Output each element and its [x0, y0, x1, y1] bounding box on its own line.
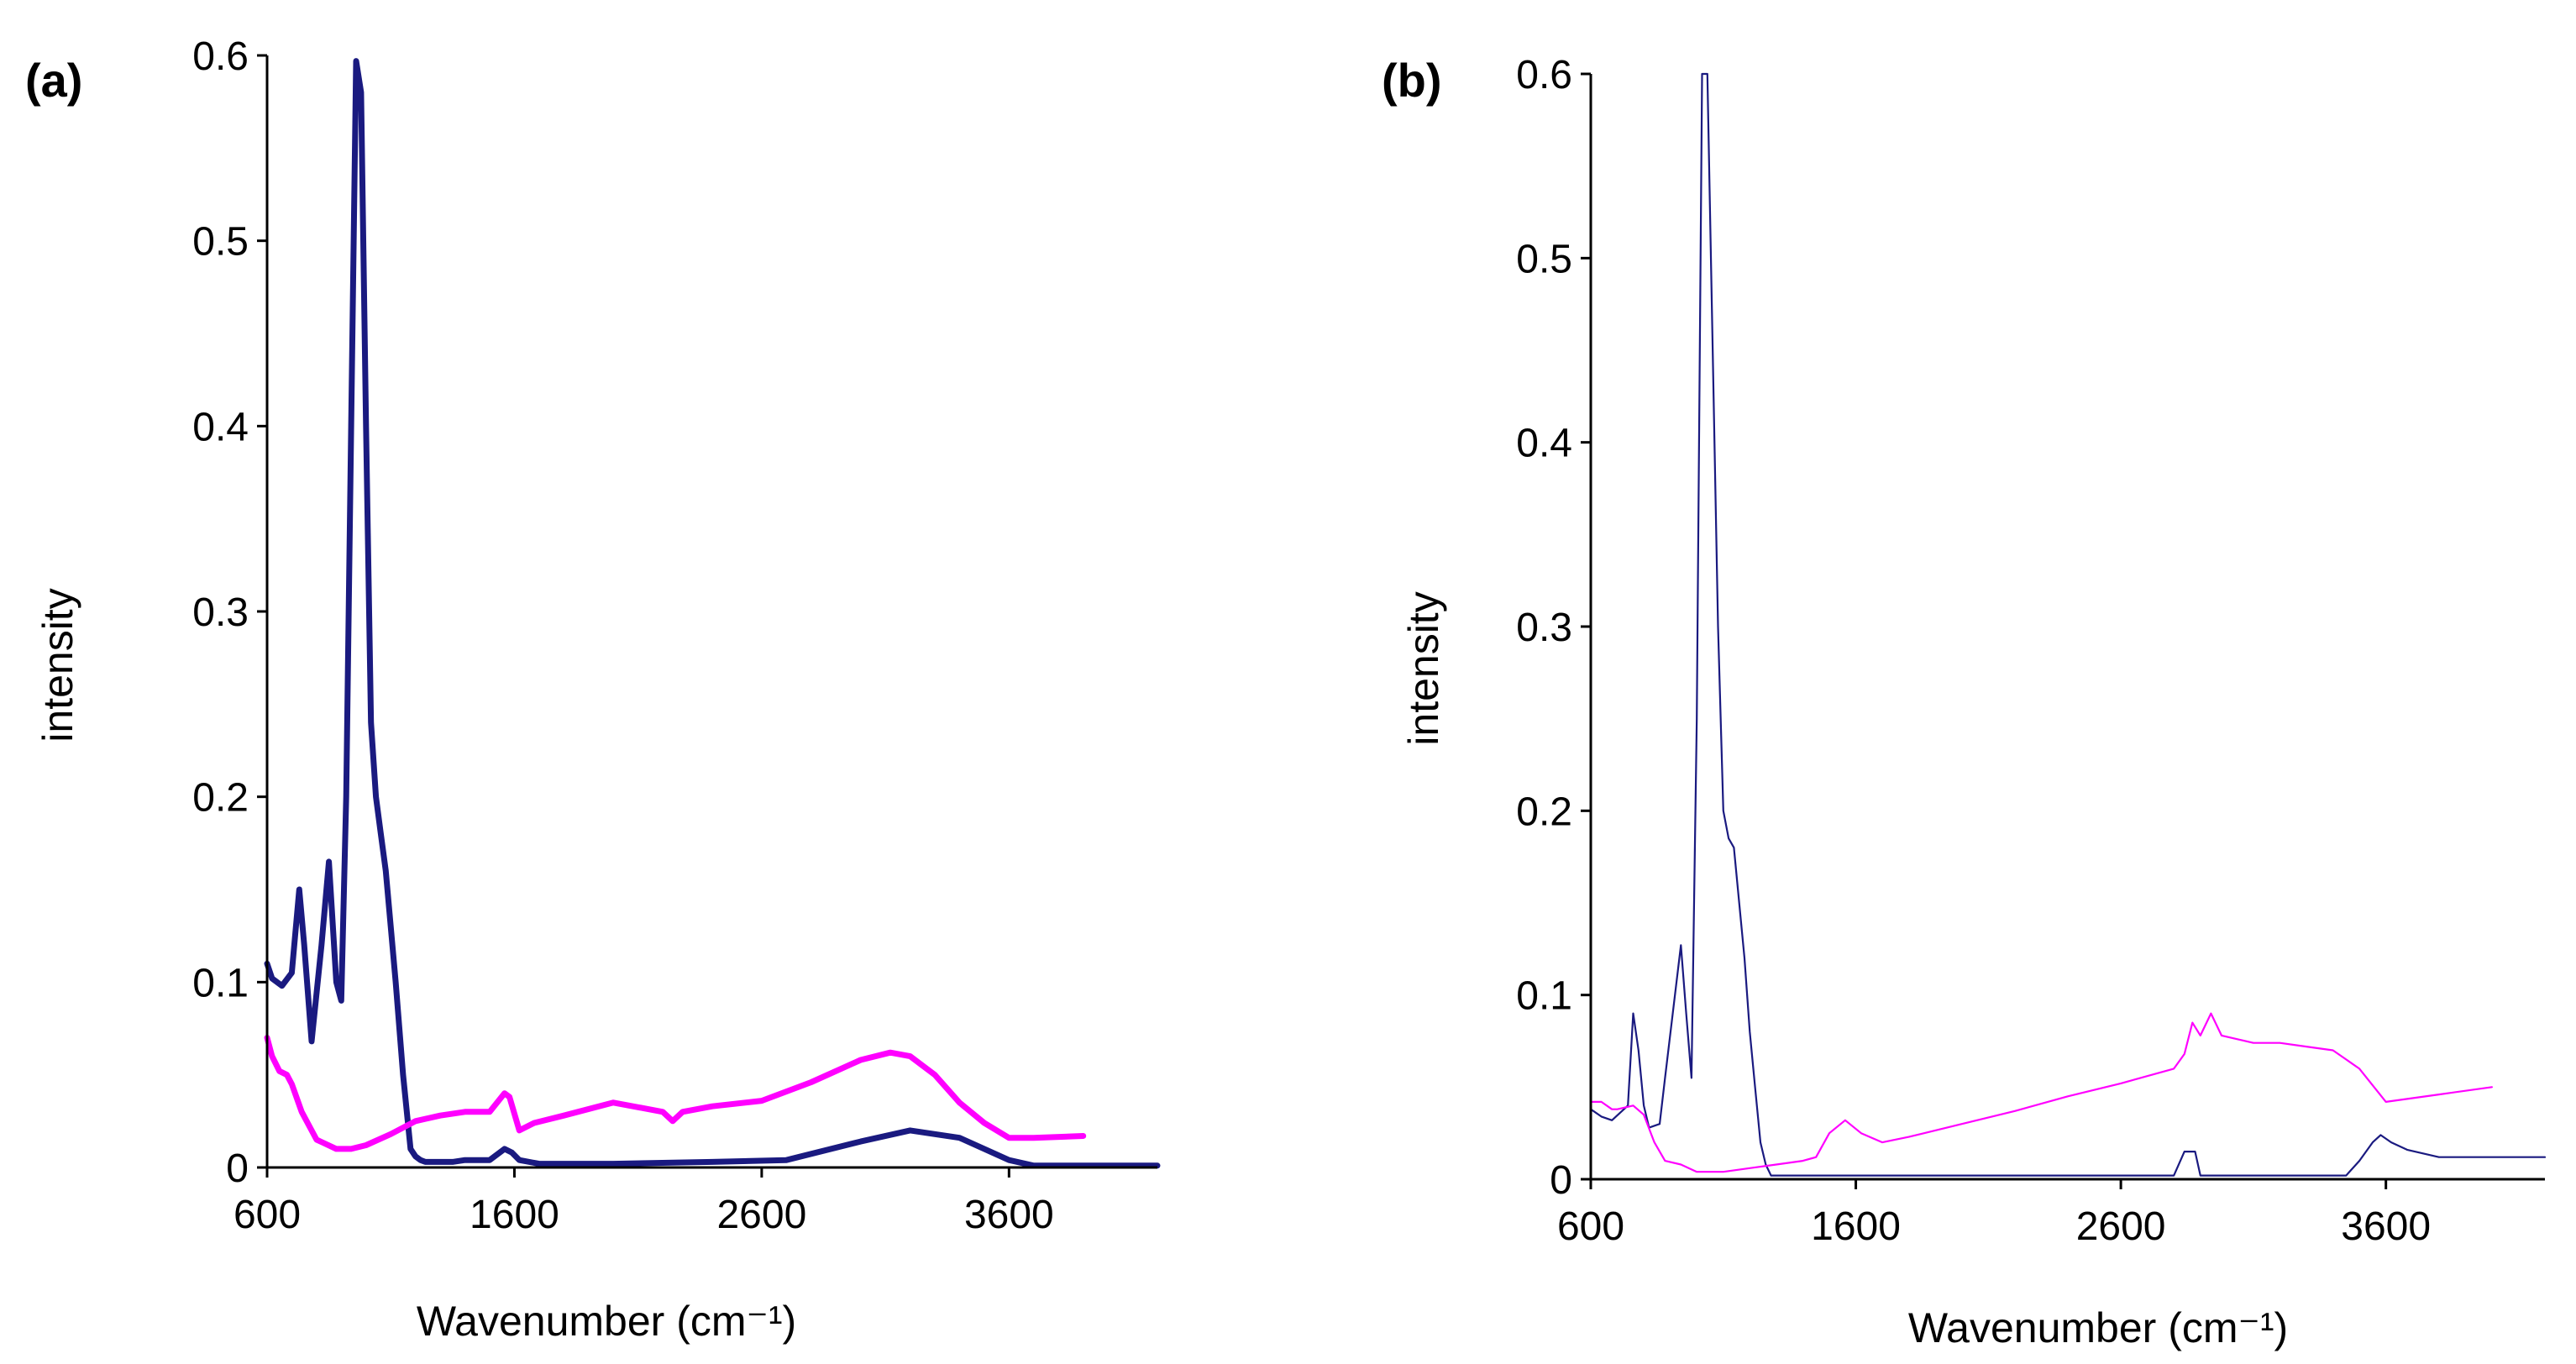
panel-a-y-tick-label: 0.3 [192, 590, 249, 635]
panel-a-y-tick-label: 0.5 [192, 220, 249, 265]
panel-b-y-tick-label: 0.6 [1516, 53, 1572, 97]
panel-a: (a) intensity Wavenumber (cm⁻¹) 0 0.1 0.2 0… [25, 34, 1161, 1345]
panel-a-series-blue-line [264, 58, 1161, 1169]
panel-b-y-tick-label: 0.5 [1516, 237, 1572, 281]
panel-a-y-axis-title: intensity [34, 588, 81, 742]
panel-b-y-axis-title: intensity [1400, 591, 1447, 745]
panel-b-series-blue-line [1589, 72, 2547, 1177]
panel-a-y-tick-label: 0.4 [192, 405, 249, 449]
panel-b-y-tick-label: 0.1 [1516, 974, 1572, 1019]
panel-a-x-tick-label: 3600 [964, 1193, 1054, 1237]
panel-b-label: (b) [1382, 54, 1442, 107]
panel-a-x-tick-label: 1600 [470, 1193, 559, 1237]
panel-a-y-tick-label: 0.6 [192, 34, 249, 79]
panel-a-y-tick-label: 0.1 [192, 961, 249, 1005]
panel-a-y-tick-label: 0.2 [192, 776, 249, 821]
panel-b-y-tick-label: 0.4 [1516, 422, 1572, 466]
panel-b-x-tick-label: 1600 [1811, 1204, 1901, 1249]
panel-b-x-tick-label: 3600 [2341, 1204, 2431, 1249]
panel-b: (b) intensity Wavenumber (cm⁻¹) 0 0.1 0.2 0… [1382, 53, 2547, 1351]
panel-b-x-tick-label: 2600 [2076, 1204, 2166, 1249]
panel-b-x-tick-label: 600 [1557, 1204, 1624, 1249]
panel-a-x-tick-label: 600 [233, 1193, 301, 1237]
panel-b-y-tick-label: 0.3 [1516, 606, 1572, 650]
panel-a-series-magenta-line [264, 1035, 1087, 1152]
panel-a-x-axis-title: Wavenumber (cm⁻¹) [417, 1298, 796, 1345]
panel-b-y-tick-label: 0 [1550, 1158, 1572, 1203]
panel-a-y-tick-label: 0 [226, 1146, 249, 1191]
panel-b-y-tick-label: 0.2 [1516, 790, 1572, 834]
panel-b-series-magenta-line [1589, 1012, 2493, 1173]
panel-b-x-axis-title: Wavenumber (cm⁻¹) [1908, 1304, 2288, 1351]
panel-a-x-tick-label: 2600 [716, 1193, 806, 1237]
panel-a-label: (a) [25, 54, 82, 107]
